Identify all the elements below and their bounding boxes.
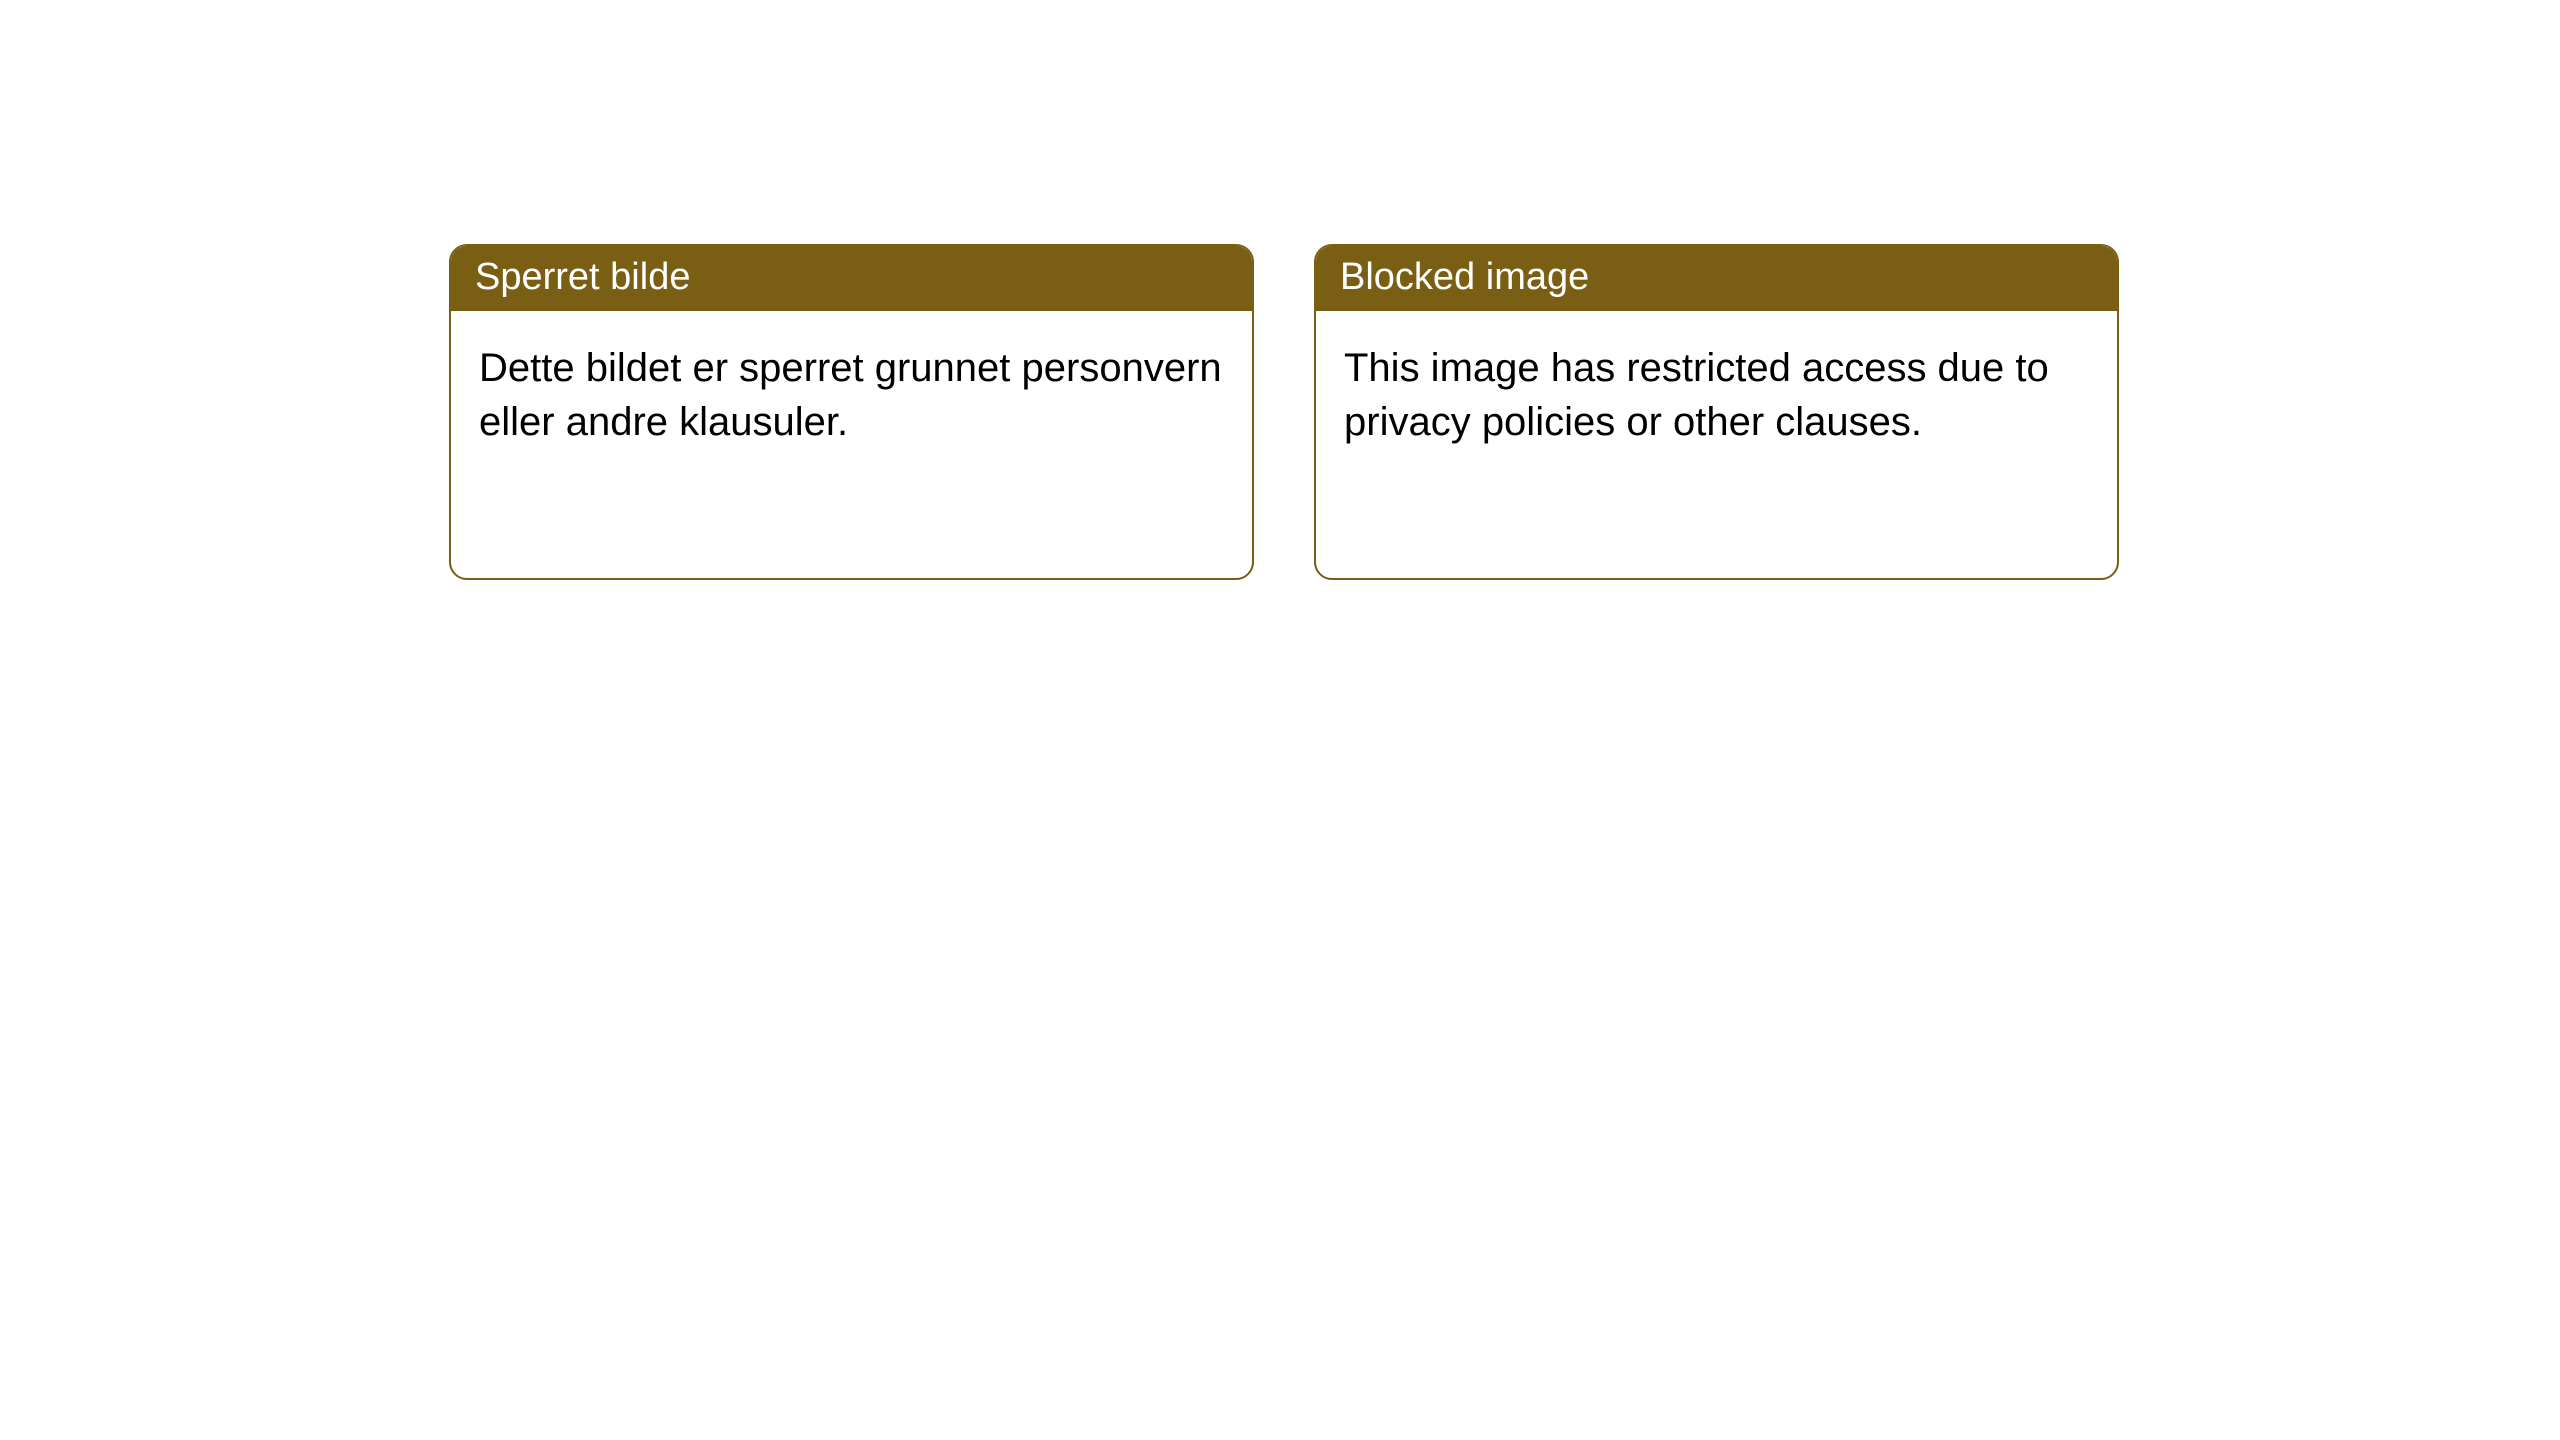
notice-body-norwegian: Dette bildet er sperret grunnet personve… (451, 311, 1252, 479)
notice-header-english: Blocked image (1316, 246, 2117, 311)
notice-container: Sperret bilde Dette bildet er sperret gr… (0, 0, 2560, 580)
notice-card-english: Blocked image This image has restricted … (1314, 244, 2119, 580)
notice-body-english: This image has restricted access due to … (1316, 311, 2117, 479)
notice-header-norwegian: Sperret bilde (451, 246, 1252, 311)
notice-card-norwegian: Sperret bilde Dette bildet er sperret gr… (449, 244, 1254, 580)
